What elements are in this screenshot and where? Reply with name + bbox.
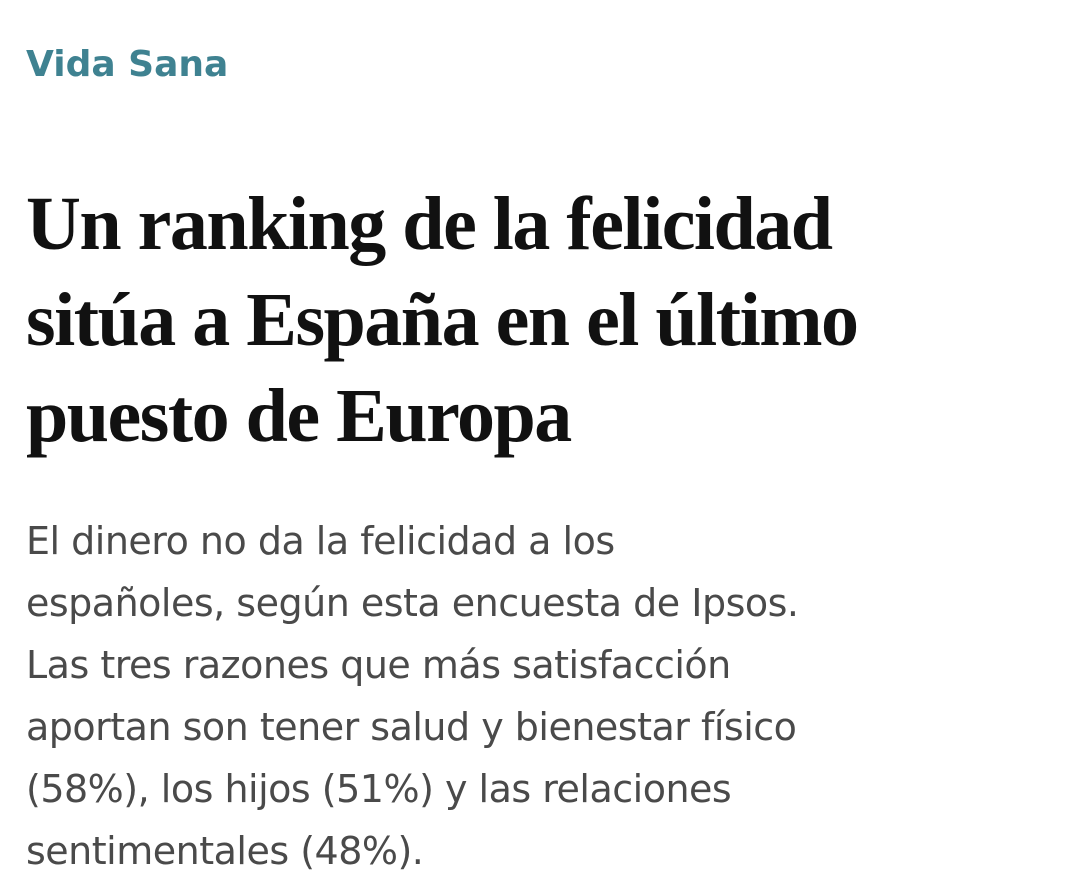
headline-line: sitúa a España en el último (26, 278, 859, 362)
article: Vida Sana Un ranking de la felicidad sit… (26, 0, 1056, 882)
article-summary: El dinero no da la felicidad a los españ… (26, 510, 1056, 882)
headline-line: Un ranking de la felicidad (26, 182, 833, 266)
summary-line: El dinero no da la felicidad a los (26, 519, 615, 563)
section-link[interactable]: Vida Sana (26, 44, 229, 85)
summary-line: aportan son tener salud y bienestar físi… (26, 705, 797, 749)
summary-line: Las tres razones que más satisfacción (26, 643, 731, 687)
summary-line: españoles, según esta encuesta de Ipsos. (26, 581, 799, 625)
summary-line: (58%), los hijos (51%) y las relaciones (26, 767, 732, 811)
summary-line: sentimentales (48%). (26, 829, 424, 873)
headline: Un ranking de la felicidad sitúa a Españ… (26, 176, 1056, 464)
headline-line: puesto de Europa (26, 374, 572, 458)
